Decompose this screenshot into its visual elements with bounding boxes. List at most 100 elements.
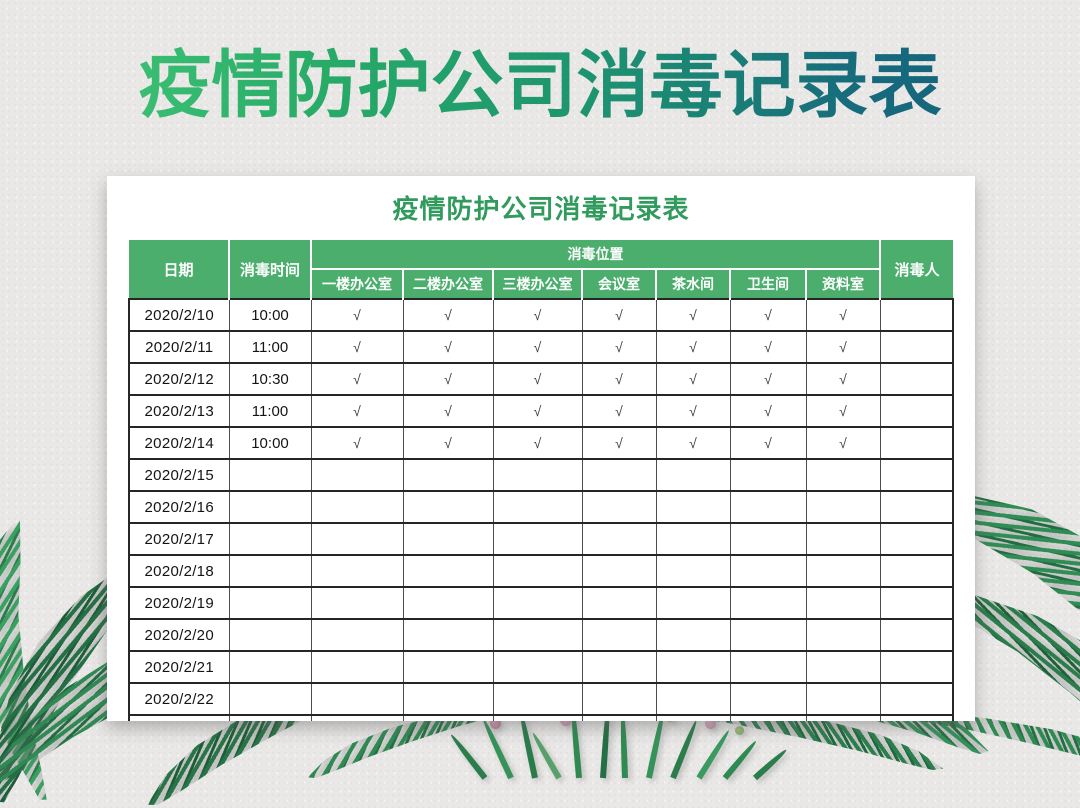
- leaf-blade-icon: [722, 739, 759, 780]
- check-cell: [402, 682, 494, 716]
- check-cell: √: [492, 362, 583, 396]
- check-cell: [581, 618, 657, 652]
- check-cell: √: [581, 298, 657, 332]
- person-cell: [879, 682, 955, 716]
- person-cell: [879, 426, 955, 460]
- check-cell: [492, 490, 583, 524]
- col-header-time: 消毒时间: [228, 240, 312, 299]
- check-cell: [402, 618, 494, 652]
- table-body: 2020/2/10 10:00 √ √ √ √ √ √ √ 2020/2/11 …: [128, 298, 955, 721]
- check-cell: [655, 682, 731, 716]
- check-cell: [492, 618, 583, 652]
- table-header: 日期 消毒时间 消毒位置 消毒人 一楼办公室 二楼办公室 三楼办公室 会议室 茶…: [129, 240, 954, 299]
- person-cell: [879, 714, 955, 721]
- disinfection-record-table: 日期 消毒时间 消毒位置 消毒人 一楼办公室 二楼办公室 三楼办公室 会议室 茶…: [128, 240, 955, 721]
- check-cell: √: [402, 394, 494, 428]
- date-cell: 2020/2/18: [128, 554, 230, 588]
- check-cell: [729, 618, 807, 652]
- check-cell: [805, 618, 881, 652]
- table-row: 2020/2/22: [128, 682, 955, 716]
- time-cell: [228, 458, 312, 492]
- person-cell: [879, 554, 955, 588]
- table-row: 2020/2/21: [128, 650, 955, 684]
- date-cell: 2020/2/13: [128, 394, 230, 428]
- check-cell: [805, 522, 881, 556]
- check-cell: [729, 458, 807, 492]
- check-cell: [581, 682, 657, 716]
- date-cell: 2020/2/22: [128, 682, 230, 716]
- check-cell: √: [402, 362, 494, 396]
- leaf-blade-icon: [670, 719, 700, 780]
- time-cell: 10:30: [228, 362, 312, 396]
- check-cell: [805, 490, 881, 524]
- check-cell: [581, 714, 657, 721]
- check-cell: [729, 586, 807, 620]
- check-cell: [655, 554, 731, 588]
- col-header-location-meeting-room: 会议室: [581, 268, 657, 299]
- check-cell: [402, 458, 494, 492]
- check-cell: √: [805, 394, 881, 428]
- check-cell: [655, 586, 731, 620]
- time-cell: [228, 586, 312, 620]
- check-cell: [492, 554, 583, 588]
- date-cell: 2020/2/16: [128, 490, 230, 524]
- check-cell: [805, 554, 881, 588]
- table-row: 2020/2/15: [128, 458, 955, 492]
- check-cell: √: [581, 330, 657, 364]
- check-cell: [402, 714, 494, 721]
- check-cell: [729, 490, 807, 524]
- time-cell: 10:00: [228, 298, 312, 332]
- check-cell: [655, 714, 731, 721]
- check-cell: [805, 682, 881, 716]
- check-cell: √: [492, 426, 583, 460]
- check-cell: [492, 458, 583, 492]
- table-row: 2020/2/14 10:00 √ √ √ √ √ √ √: [128, 426, 955, 460]
- check-cell: √: [581, 394, 657, 428]
- check-cell: [310, 522, 404, 556]
- check-cell: [581, 490, 657, 524]
- check-cell: √: [655, 426, 731, 460]
- check-cell: √: [492, 298, 583, 332]
- check-cell: √: [729, 426, 807, 460]
- check-cell: √: [310, 330, 404, 364]
- check-cell: √: [581, 362, 657, 396]
- check-cell: √: [310, 426, 404, 460]
- check-cell: [655, 650, 731, 684]
- time-cell: [228, 618, 312, 652]
- check-cell: [402, 650, 494, 684]
- check-cell: [655, 618, 731, 652]
- col-header-location-restroom: 卫生间: [729, 268, 807, 299]
- check-cell: [492, 586, 583, 620]
- check-cell: √: [310, 394, 404, 428]
- col-header-location-group: 消毒位置: [309, 240, 882, 269]
- table-row: 2020/2/13 11:00 √ √ √ √ √ √ √: [128, 394, 955, 428]
- check-cell: [402, 586, 494, 620]
- col-header-location-office3: 三楼办公室: [492, 268, 583, 299]
- check-cell: [581, 650, 657, 684]
- date-cell: 2020/2/11: [128, 330, 230, 364]
- check-cell: √: [655, 330, 731, 364]
- check-cell: [310, 714, 404, 721]
- check-cell: [581, 554, 657, 588]
- check-cell: [310, 458, 404, 492]
- check-cell: √: [655, 362, 731, 396]
- flower-bud-icon: [705, 718, 716, 729]
- time-cell: [228, 682, 312, 716]
- sheet-title: 疫情防护公司消毒记录表: [392, 194, 690, 224]
- person-cell: [879, 330, 955, 364]
- check-cell: √: [655, 298, 731, 332]
- date-cell: 2020/2/15: [128, 458, 230, 492]
- check-cell: √: [492, 330, 583, 364]
- check-cell: √: [402, 298, 494, 332]
- time-cell: [228, 522, 312, 556]
- check-cell: [581, 458, 657, 492]
- date-cell: 2020/2/19: [128, 586, 230, 620]
- check-cell: [729, 650, 807, 684]
- check-cell: [805, 586, 881, 620]
- check-cell: [492, 714, 583, 721]
- check-cell: √: [805, 298, 881, 332]
- check-cell: √: [805, 426, 881, 460]
- check-cell: √: [729, 298, 807, 332]
- time-cell: [228, 714, 312, 721]
- col-header-date: 日期: [129, 240, 230, 299]
